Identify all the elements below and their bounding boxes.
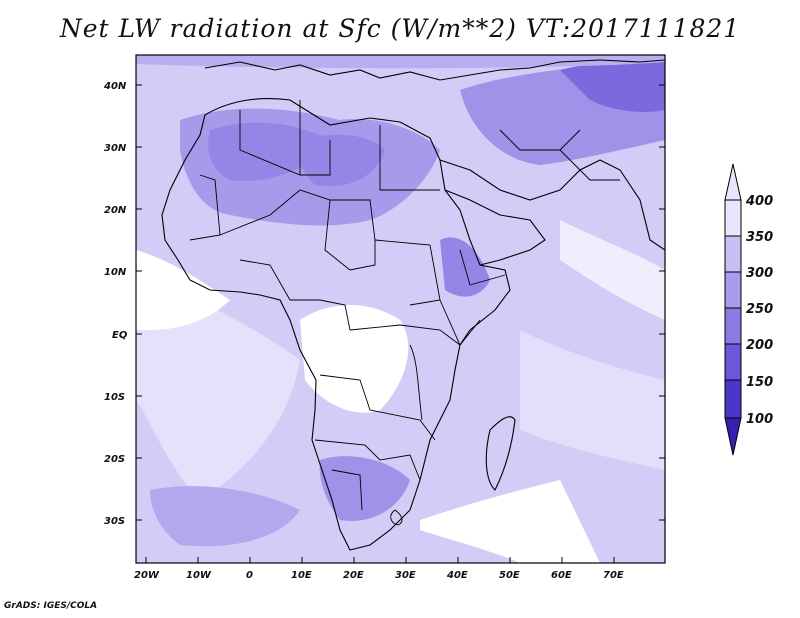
colorbar-label: 200: [746, 338, 773, 353]
lon-label: 20E: [343, 570, 364, 581]
footer-credit: GrADS: IGES/COLA: [4, 601, 98, 611]
chart-title: Net LW radiation at Sfc (W/m**2) VT:2017…: [59, 14, 741, 43]
lon-label: 60E: [551, 570, 572, 581]
lat-label: EQ: [112, 330, 128, 341]
field-patch-light: [136, 270, 300, 500]
colorbar: 400 350 300 250 200 150 100: [724, 163, 773, 456]
field-dark: [150, 486, 300, 547]
colorbar-box: [724, 343, 742, 381]
lon-label: 50E: [499, 570, 520, 581]
field-dark: [298, 134, 385, 187]
lon-label: 40E: [446, 570, 468, 581]
field-dark: [208, 122, 330, 181]
lat-label: 10S: [104, 392, 125, 403]
border: [499, 129, 581, 151]
colorbar-top-arrow: [724, 163, 742, 201]
field-white: [136, 250, 230, 330]
border: [459, 249, 506, 286]
colorbar-label: 300: [746, 266, 773, 281]
lesotho: [390, 509, 403, 526]
map-frame: [135, 54, 666, 564]
border: [219, 189, 376, 241]
lon-label: 70E: [603, 570, 624, 581]
borders: [189, 100, 620, 526]
border: [324, 199, 376, 271]
lon-label: 20W: [134, 570, 160, 581]
coastline-north: [204, 59, 665, 81]
lon-label: 0: [246, 570, 253, 581]
border: [559, 149, 620, 181]
border: [189, 174, 221, 241]
border: [349, 324, 461, 346]
field-dark: [136, 55, 665, 69]
border: [439, 299, 481, 346]
madagascar: [485, 416, 516, 491]
map-field: [136, 55, 665, 563]
border: [331, 469, 363, 511]
lat-label: 20N: [104, 205, 127, 216]
lake: [409, 344, 423, 421]
border: [314, 439, 421, 481]
lon-label: 30E: [395, 570, 416, 581]
field-patch-light: [520, 330, 665, 470]
border: [374, 239, 441, 306]
lon-label: 10E: [291, 570, 312, 581]
lat-label: 10N: [104, 267, 127, 278]
field-white: [300, 305, 409, 413]
colorbar-box: [724, 379, 742, 419]
field-darker: [560, 59, 665, 112]
colorbar-box: [724, 271, 742, 309]
colorbar-label: 400: [745, 194, 773, 209]
lat-label: 20S: [104, 454, 125, 465]
lon-label: 10W: [186, 570, 212, 581]
colorbar-label: 150: [746, 375, 773, 390]
lat-label: 30N: [104, 143, 127, 154]
border: [239, 259, 351, 331]
field-white: [560, 220, 665, 320]
colorbar-box: [724, 307, 742, 345]
colorbar-label: 100: [746, 412, 773, 427]
arabia-coastline: [444, 189, 546, 266]
lat-label: 40N: [103, 81, 127, 92]
field-white: [420, 480, 600, 563]
colorbar-bottom-arrow: [724, 417, 742, 456]
colorbar-label: 350: [746, 230, 773, 245]
colorbar-box: [724, 199, 742, 237]
field-dark: [319, 456, 410, 521]
colorbar-box: [724, 235, 742, 273]
border: [319, 374, 436, 441]
lat-axis: 40N 30N 20N 10N EQ 10S 20S 30S: [103, 81, 665, 527]
lon-axis: 20W 10W 0 10E 20E 30E 40E 50E 60E 70E: [134, 557, 624, 581]
africa-coastline: [161, 98, 511, 551]
lat-label: 30S: [104, 516, 125, 527]
border: [379, 125, 440, 191]
colorbar-label: 250: [746, 302, 773, 317]
